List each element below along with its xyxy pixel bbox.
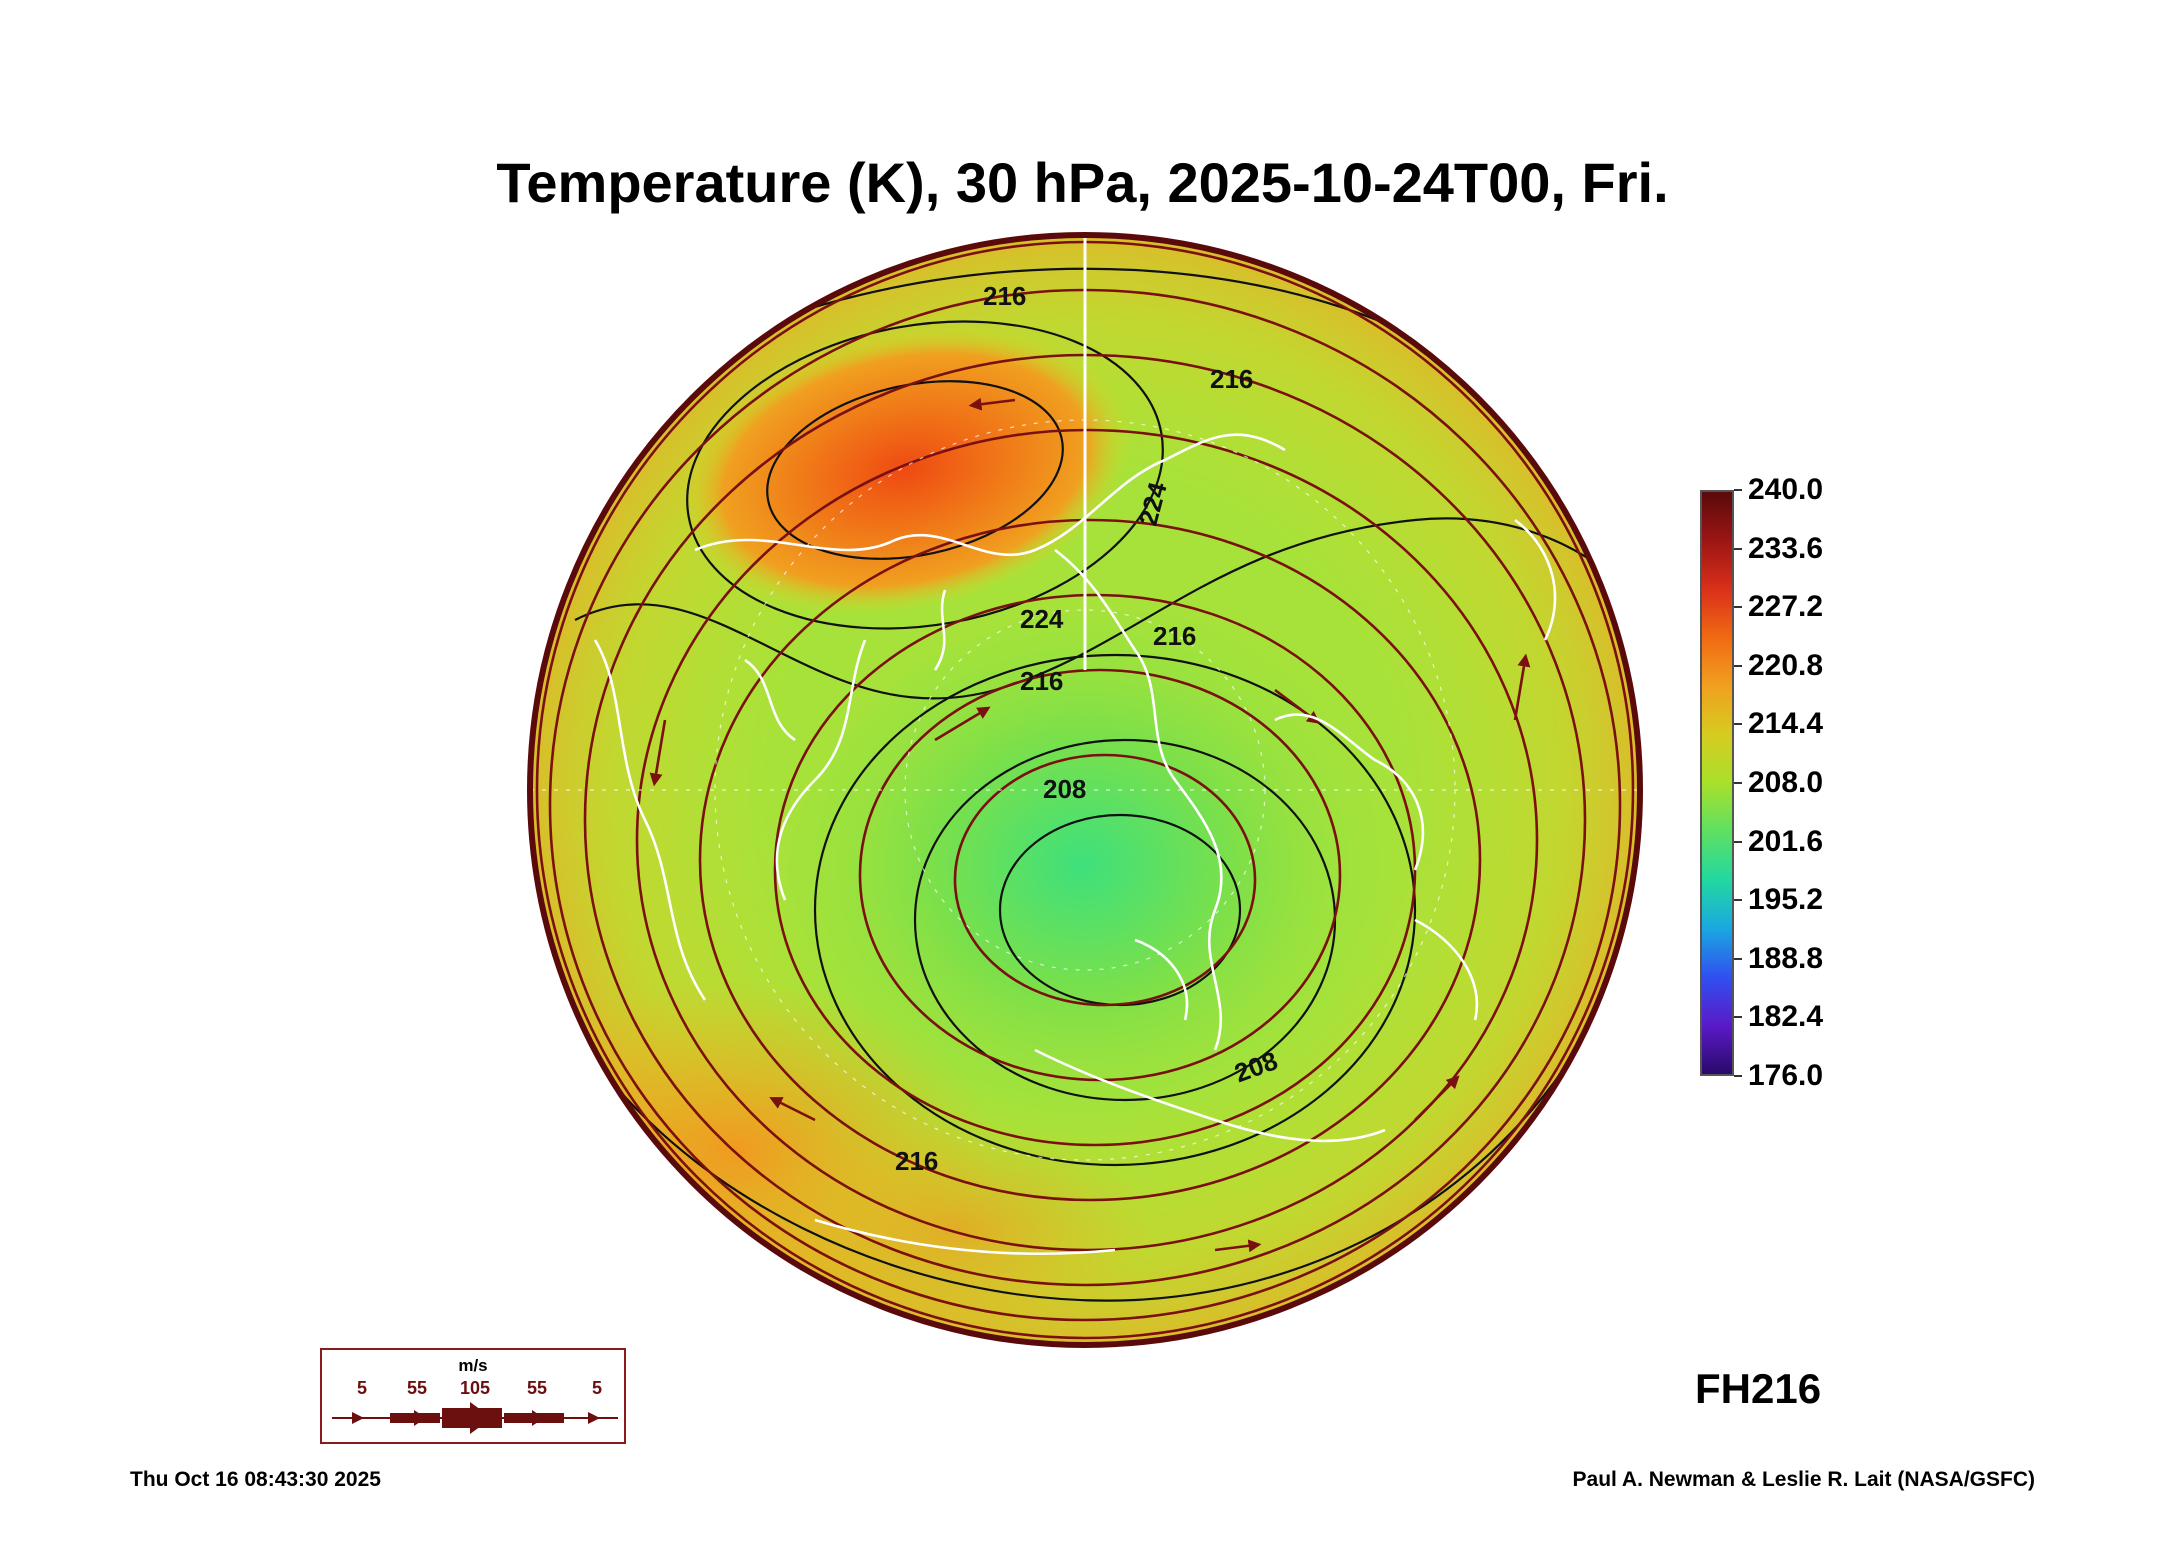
colorbar-tick-label: 182.4 xyxy=(1748,1000,1824,1034)
colorbar-tick-mark xyxy=(1734,899,1742,902)
colorbar-tick-label: 195.2 xyxy=(1748,883,1824,917)
colorbar-tick-label: 220.8 xyxy=(1748,648,1824,682)
colorbar-tick-mark xyxy=(1734,957,1742,960)
colorbar-tick-label: 201.6 xyxy=(1748,824,1824,858)
colorbar-tick-mark xyxy=(1734,547,1742,550)
contour-label: 216 xyxy=(1153,621,1196,651)
contour-label: 216 xyxy=(983,281,1026,311)
colorbar-tick-mark xyxy=(1734,489,1742,491)
colorbar-tick-mark xyxy=(1734,606,1742,609)
wind-key-label: 105 xyxy=(459,1378,491,1398)
colorbar-tick-mark xyxy=(1734,782,1742,784)
temperature-colorbar xyxy=(1700,490,1734,1076)
polar-map: 216 216 216 216 224 224 208 208 216 xyxy=(515,220,1655,1360)
colorbar-tick-mark xyxy=(1734,840,1742,843)
generated-timestamp: Thu Oct 16 08:43:30 2025 xyxy=(130,1468,381,1491)
polar-stereographic-map: 216 216 216 216 224 224 208 208 216 xyxy=(527,232,1643,1348)
forecast-hour-label: FH216 xyxy=(1695,1365,1822,1412)
credit-line: Paul A. Newman & Leslie R. Lait (NASA/GS… xyxy=(1572,1468,2035,1491)
contour-label: 224 xyxy=(1020,604,1064,634)
colorbar-tick-label: 227.2 xyxy=(1748,590,1824,624)
wind-key-label: 55 xyxy=(406,1378,428,1398)
colorbar-tick-label: 233.6 xyxy=(1748,531,1824,565)
wind-speed-key: m/s 5 55 105 55 5 xyxy=(320,1348,626,1444)
colorbar-tick-label: 208.0 xyxy=(1748,766,1824,799)
colorbar-tick-label: 188.8 xyxy=(1748,941,1824,975)
page-title: Temperature (K), 30 hPa, 2025-10-24T00, … xyxy=(496,151,1669,214)
colorbar-tick-mark xyxy=(1734,1075,1742,1077)
contour-label: 208 xyxy=(1043,774,1086,804)
colorbar-tick-mark xyxy=(1734,664,1742,667)
temperature-field: 216 216 216 216 224 224 208 208 216 xyxy=(530,235,1640,1345)
contour-label: 216 xyxy=(1020,666,1063,696)
contour-label: 216 xyxy=(1210,364,1253,394)
cold-vortex-core xyxy=(785,610,1445,1190)
coastlines xyxy=(593,433,1557,1256)
wind-key-unit: m/s xyxy=(458,1356,488,1375)
colorbar-tick-mark xyxy=(1734,1016,1742,1019)
colorbar-tick-mark xyxy=(1734,723,1742,726)
graticule xyxy=(530,419,1640,1161)
wind-key-label: 5 xyxy=(591,1378,603,1398)
wind-key-label: 5 xyxy=(356,1378,368,1398)
map-boundary xyxy=(527,232,1643,1348)
colorbar-tick-label: 176.0 xyxy=(1748,1059,1824,1092)
contour-label: 216 xyxy=(895,1146,938,1176)
wind-key-arrow xyxy=(332,1402,618,1434)
warm-core-region xyxy=(678,324,1132,616)
wind-key-label: 55 xyxy=(526,1378,548,1398)
colorbar-tick-label: 240.0 xyxy=(1748,473,1824,506)
colorbar-tick-label: 214.4 xyxy=(1748,707,1824,741)
